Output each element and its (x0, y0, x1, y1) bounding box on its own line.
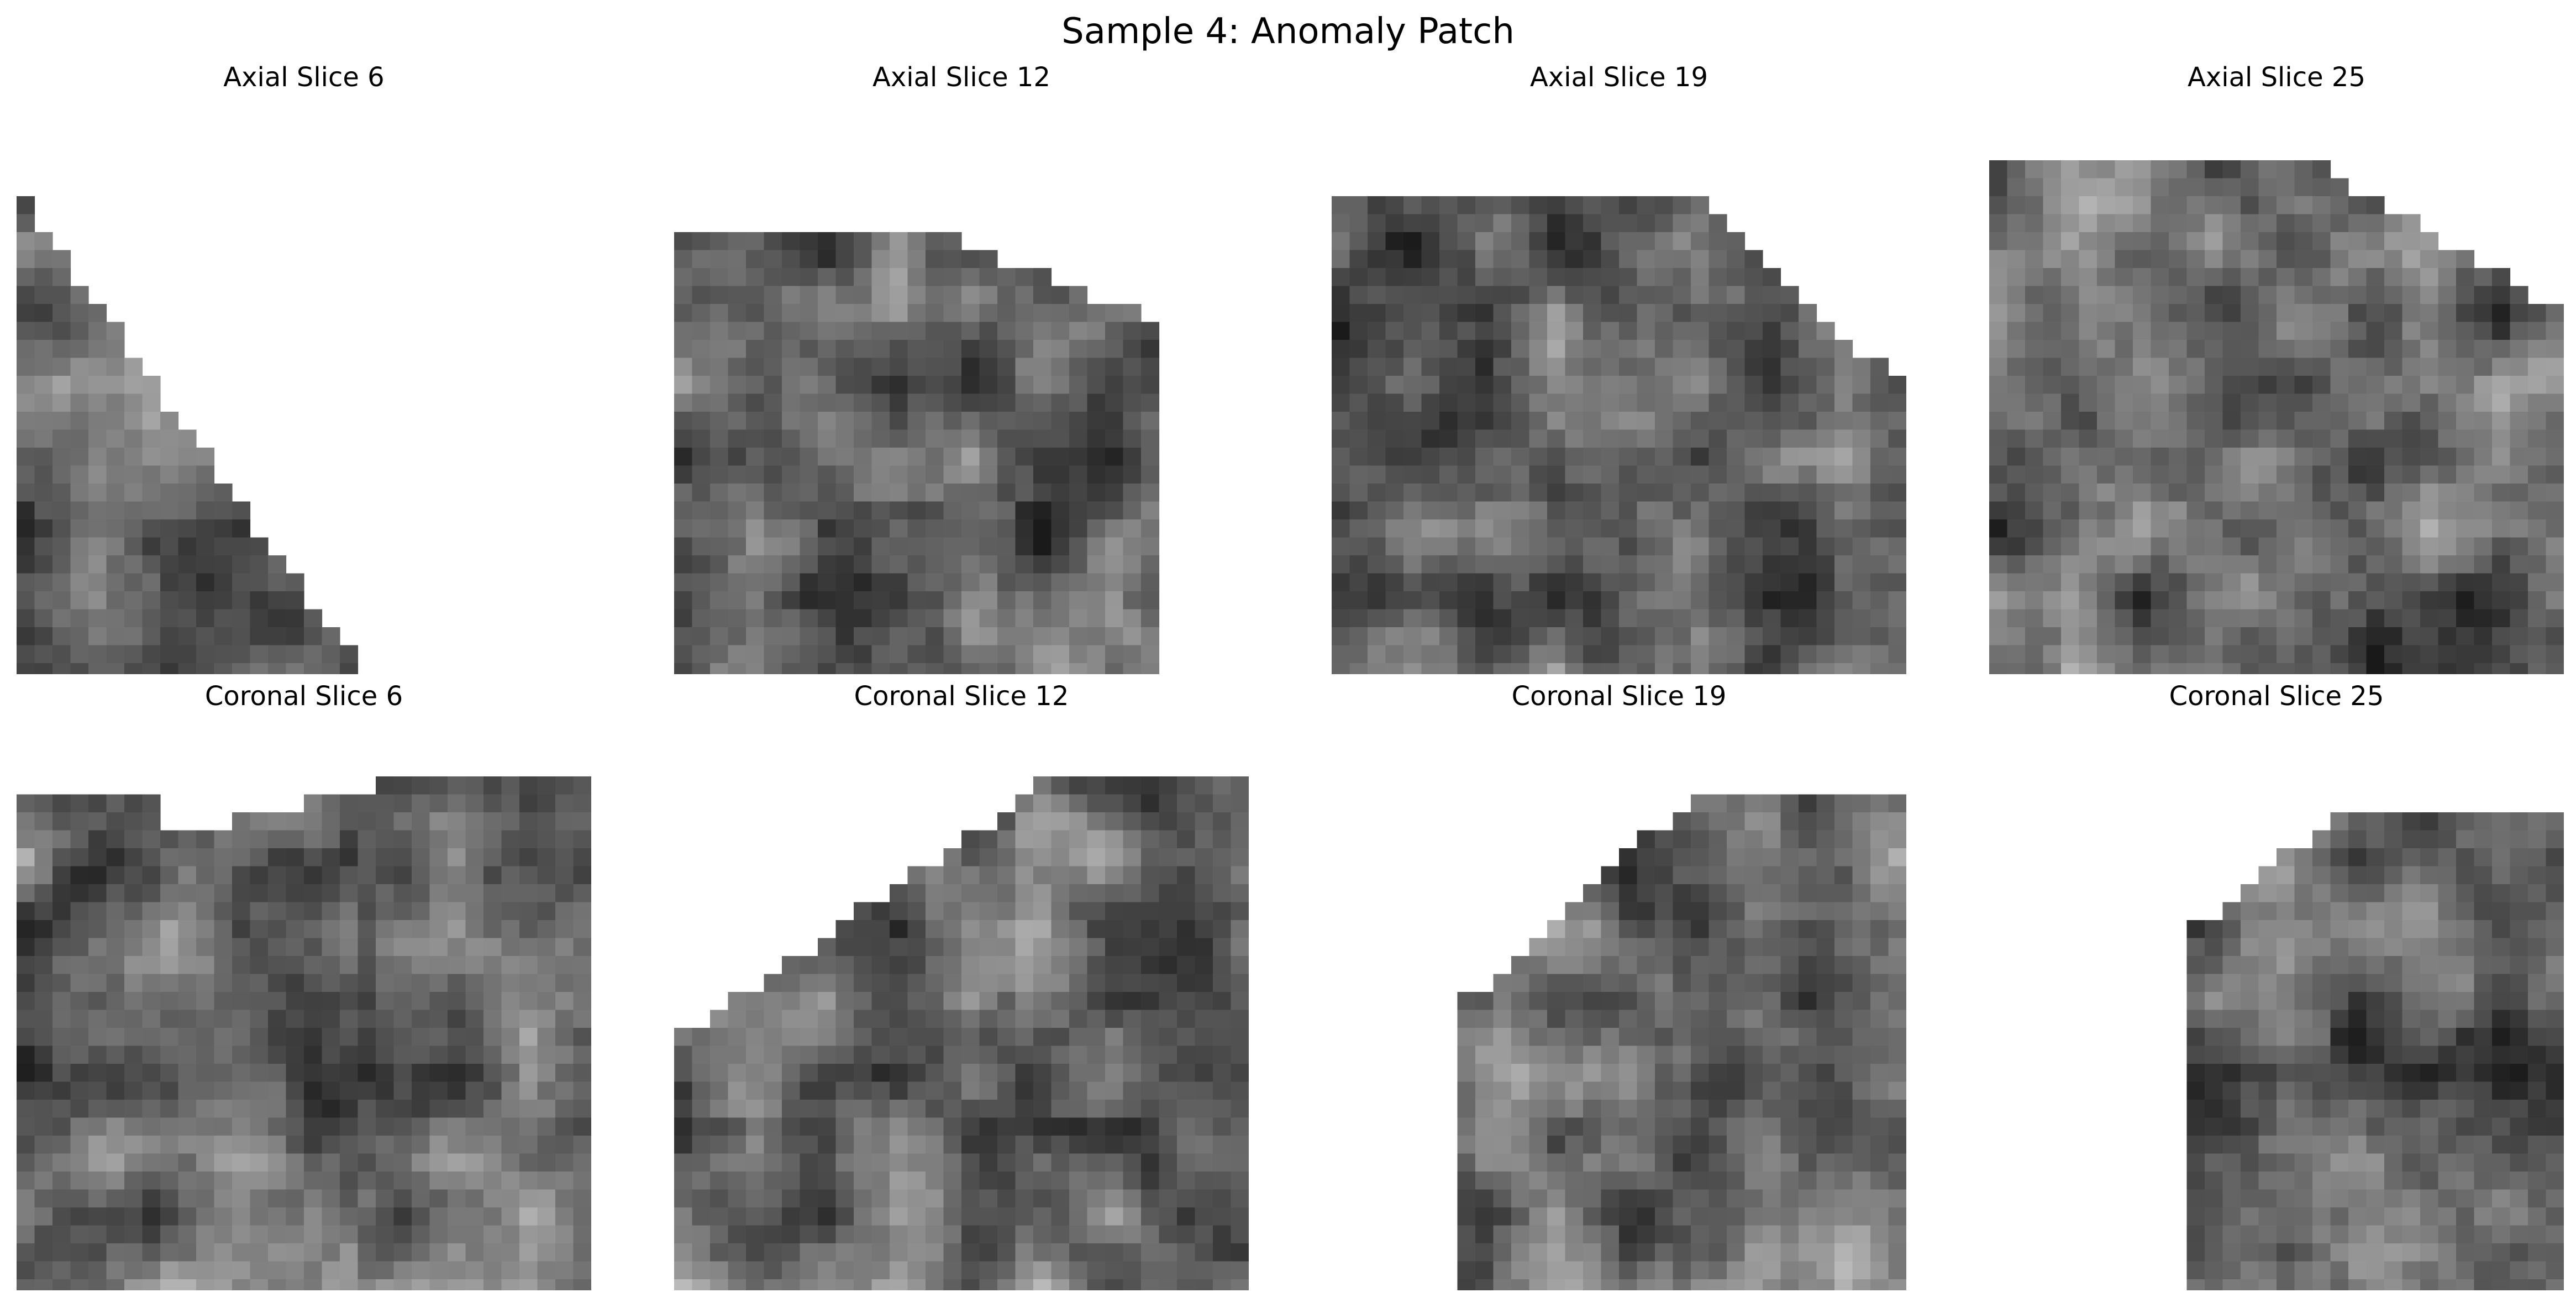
panel-title-coronal-12: Coronal Slice 12 (854, 681, 1069, 712)
panel-title-coronal-6: Coronal Slice 6 (204, 681, 403, 712)
panel-title-axial-19: Axial Slice 19 (1530, 62, 1708, 93)
image-coronal-25 (1989, 776, 2564, 1290)
image-coronal-6 (17, 776, 591, 1290)
panel-title-coronal-25: Coronal Slice 25 (2169, 681, 2384, 712)
image-coronal-12 (674, 776, 1249, 1290)
figure-title: Sample 4: Anomaly Patch (1061, 11, 1515, 52)
panel-title-axial-12: Axial Slice 12 (872, 62, 1050, 93)
image-coronal-19 (1332, 776, 1906, 1290)
image-axial-6 (17, 160, 591, 674)
image-axial-19 (1332, 160, 1906, 674)
image-axial-25 (1989, 160, 2564, 674)
panel-title-axial-6: Axial Slice 6 (223, 62, 385, 93)
panel-title-axial-25: Axial Slice 25 (2188, 62, 2365, 93)
image-axial-12 (674, 160, 1249, 674)
panel-title-coronal-19: Coronal Slice 19 (1511, 681, 1727, 712)
